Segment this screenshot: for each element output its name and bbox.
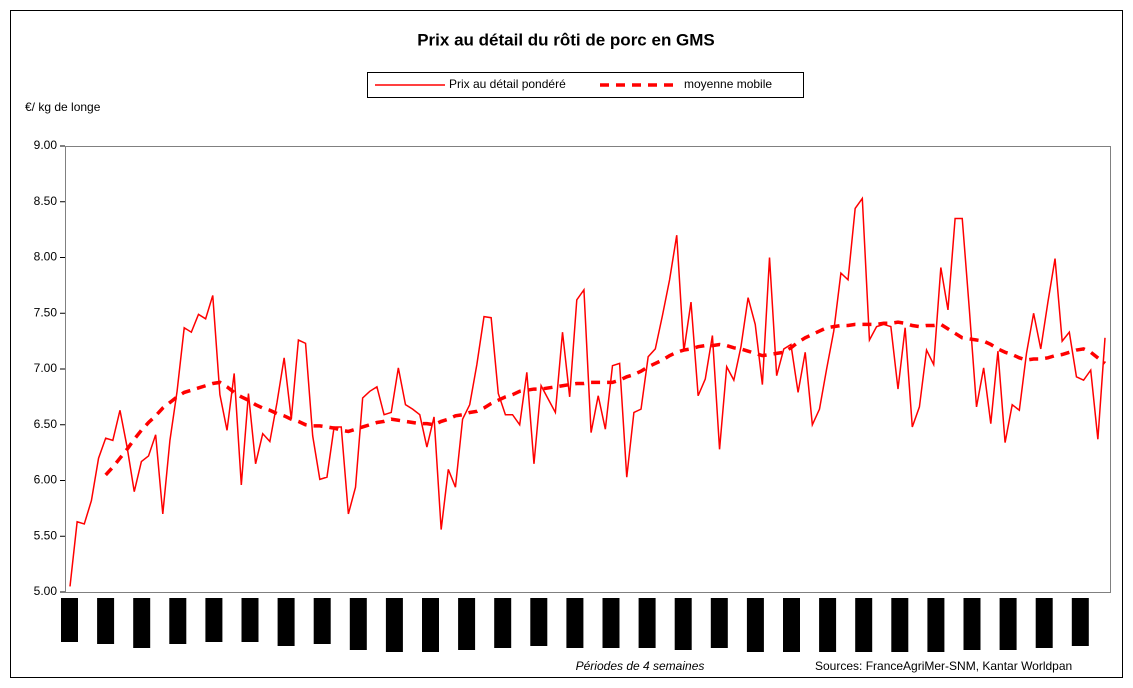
redacted-label xyxy=(349,598,367,650)
chart-title: Prix au détail du rôti de porc en GMS xyxy=(417,30,715,49)
redacted-label xyxy=(963,598,981,650)
y-tick-label: 9.00 xyxy=(34,138,58,152)
x-axis-label: Périodes de 4 semaines xyxy=(576,659,705,673)
y-tick-label: 6.50 xyxy=(34,417,58,431)
y-tick-label: 5.50 xyxy=(34,528,58,542)
legend-label: moyenne mobile xyxy=(684,77,772,91)
redacted-label xyxy=(205,598,223,642)
source: Sources: FranceAgriMer-SNM, Kantar World… xyxy=(815,659,1072,673)
y-tick-label: 7.50 xyxy=(34,305,58,319)
redacted-label xyxy=(494,598,512,648)
redacted-label xyxy=(783,598,800,652)
redacted-label xyxy=(422,598,439,652)
y-tick-label: 5.00 xyxy=(34,584,58,598)
series-line xyxy=(104,320,1107,477)
redacted-label xyxy=(169,598,187,644)
redacted-label xyxy=(458,598,476,650)
redacted-label xyxy=(1071,598,1089,646)
redacted-label xyxy=(241,598,259,642)
redacted-label xyxy=(855,598,873,652)
redacted-label xyxy=(61,598,78,642)
redacted-label xyxy=(566,598,584,648)
y-tick-label: 8.00 xyxy=(34,250,58,264)
y-tick-label: 8.50 xyxy=(34,194,58,208)
redacted-label xyxy=(746,598,764,652)
y-axis-label: €/ kg de longe xyxy=(25,100,101,114)
redacted-label xyxy=(385,598,403,652)
redacted-label xyxy=(97,598,115,644)
legend-label: Prix au détail pondéré xyxy=(449,77,566,91)
redacted-label xyxy=(1035,598,1053,648)
redacted-label xyxy=(927,598,945,652)
redacted-label xyxy=(710,598,728,648)
redacted-label xyxy=(277,598,295,646)
redacted-label xyxy=(602,598,620,648)
redacted-label xyxy=(530,598,548,646)
series-line xyxy=(69,196,1106,587)
y-tick-label: 7.00 xyxy=(34,361,58,375)
redacted-label xyxy=(891,598,909,652)
redacted-label xyxy=(313,598,331,644)
redacted-label xyxy=(638,598,656,648)
y-tick-label: 6.00 xyxy=(34,473,58,487)
redacted-label xyxy=(819,598,837,652)
redacted-label xyxy=(133,598,151,648)
redacted-label xyxy=(674,598,692,650)
redacted-label xyxy=(999,598,1017,650)
